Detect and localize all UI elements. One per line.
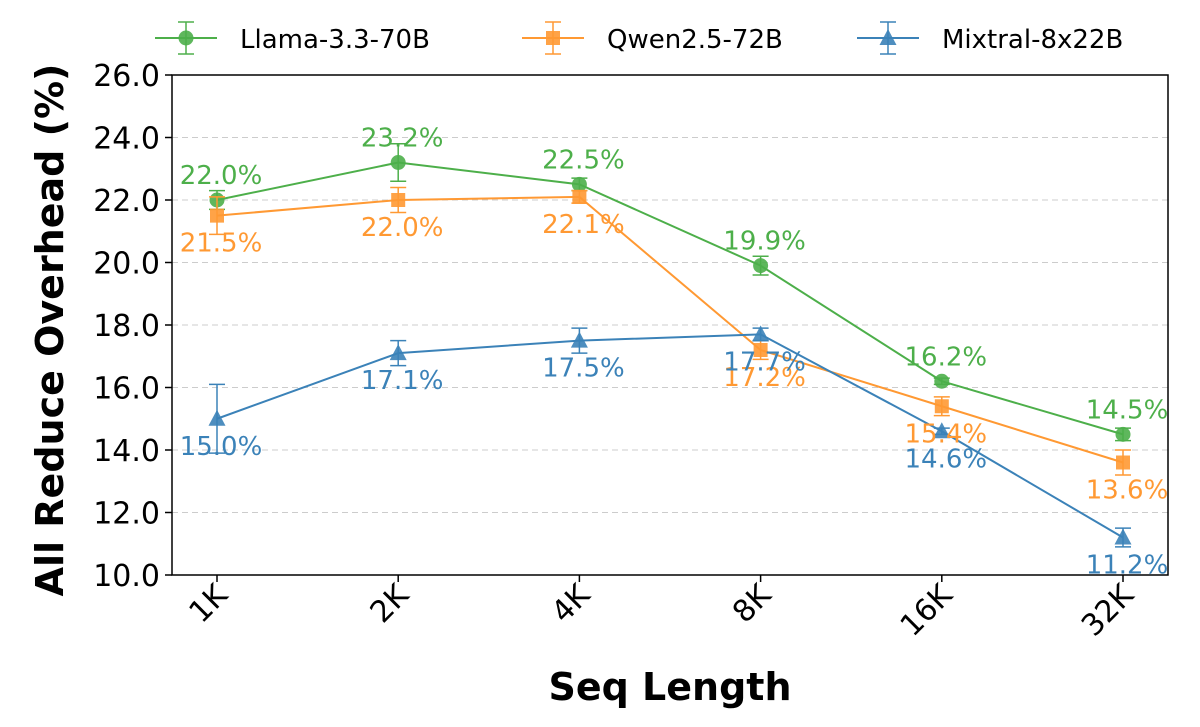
legend-label: Mixtral-8x22B <box>942 25 1123 55</box>
x-tick-label: 32K <box>1075 577 1142 644</box>
data-point <box>1115 426 1131 442</box>
legend-label: Qwen2.5-72B <box>607 25 783 55</box>
data-point <box>752 325 770 342</box>
data-label: 22.0% <box>361 213 444 243</box>
legend-marker <box>178 30 194 46</box>
data-label: 17.7% <box>723 347 806 377</box>
legend-entry: Mixtral-8x22B <box>857 21 1123 55</box>
data-point <box>570 331 588 348</box>
y-tick-label: 22.0 <box>93 184 160 219</box>
data-point <box>1114 528 1132 545</box>
data-point <box>934 399 949 414</box>
y-tick-label: 16.0 <box>93 372 160 407</box>
y-tick-label: 26.0 <box>93 59 160 94</box>
y-tick-label: 12.0 <box>93 497 160 532</box>
data-label: 19.9% <box>723 227 806 257</box>
x-tick-label: 8K <box>726 577 779 630</box>
series-line <box>216 195 1124 464</box>
data-point <box>753 343 768 357</box>
x-tick-label: 1K <box>182 577 235 630</box>
data-label: 15.0% <box>180 432 263 462</box>
data-label: 23.2% <box>361 124 444 154</box>
data-label: 17.1% <box>361 366 444 396</box>
y-tick-label: 18.0 <box>93 309 160 344</box>
series-qwen2-5-72b <box>209 186 1131 476</box>
data-label: 11.2% <box>1086 551 1169 581</box>
plot-area <box>171 74 1169 576</box>
legend-entry: Llama-3.3-70B <box>155 21 430 55</box>
x-tick-label: 16K <box>894 577 961 644</box>
data-label: 16.2% <box>904 342 987 372</box>
data-label: 14.6% <box>904 444 987 474</box>
y-tick-label: 20.0 <box>93 247 160 282</box>
data-label: 21.5% <box>180 229 263 259</box>
data-label: 14.5% <box>1086 395 1169 425</box>
data-point <box>572 189 587 204</box>
x-axis-title: Seq Length <box>548 665 791 709</box>
data-point <box>391 193 406 207</box>
legend-marker <box>546 31 560 45</box>
data-label: 13.6% <box>1086 476 1169 506</box>
legend-entry: Qwen2.5-72B <box>522 21 783 55</box>
data-point <box>934 373 950 389</box>
x-tick-label: 4K <box>545 577 598 630</box>
data-label: 22.5% <box>542 145 625 175</box>
data-point <box>208 409 226 426</box>
y-tick-label: 24.0 <box>93 122 160 157</box>
y-tick-label: 10.0 <box>93 559 160 594</box>
data-label: 17.5% <box>542 354 625 384</box>
legend-label: Llama-3.3-70B <box>240 25 430 55</box>
y-axis-title: All Reduce Overhead (%) <box>28 64 72 597</box>
data-point <box>390 155 406 170</box>
data-point <box>571 176 587 192</box>
data-point <box>210 208 224 223</box>
data-label: 22.1% <box>542 210 625 240</box>
series-llama-3-3-70b <box>209 143 1131 442</box>
series-line <box>216 161 1124 436</box>
grid-lines <box>172 74 1168 576</box>
data-label: 17.2% <box>723 363 806 393</box>
data-point <box>933 422 951 439</box>
data-label: 15.4% <box>904 419 987 449</box>
data-point <box>1116 455 1130 470</box>
legend-marker <box>879 29 897 45</box>
data-label: 22.0% <box>180 161 263 191</box>
y-tick-label: 14.0 <box>93 434 160 469</box>
data-point <box>389 344 407 361</box>
data-labels: 22.0% 23.2% 22.5% 19.9% 16.2% 14.5% 21.5% 22.0%… <box>180 124 1169 581</box>
series-layer <box>208 143 1132 548</box>
series-mixtral-8x22b <box>208 325 1132 548</box>
data-point <box>753 258 769 274</box>
x-tick-label: 2K <box>364 577 417 630</box>
series-line <box>216 333 1124 539</box>
legend: Llama-3.3-70B Qwen2.5-72B Mixtral-8x22B <box>155 21 1123 55</box>
